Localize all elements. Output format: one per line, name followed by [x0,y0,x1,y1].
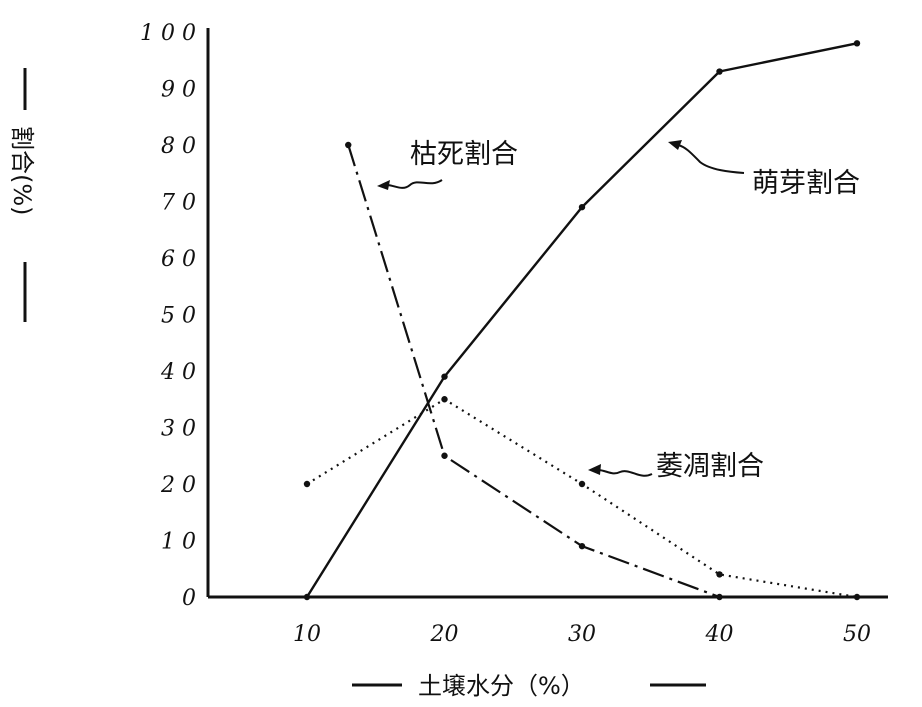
label-dieback: 枯死割合 [410,139,518,170]
label-germination: 萌芽割合 [752,168,860,199]
x-tick-label: 50 [843,622,871,647]
series-line-1 [347,144,720,599]
callout-arrow-wilting [597,469,653,477]
x-tick-label: 30 [568,622,596,647]
series-lines [303,40,861,601]
x-tick-label: 40 [705,622,734,647]
x-tick-labels: 10 20 30 40 50 [293,622,871,647]
y-tick-label: 4 0 [160,360,196,385]
y-tick-label: 7 0 [161,191,196,216]
data-point [578,542,586,550]
data-point [853,593,861,601]
callout-arrow-germination [677,144,745,174]
data-point [303,593,311,601]
y-tick-label: 1 0 [161,530,196,555]
label-wilting: 萎凋割合 [656,451,764,482]
callout-arrow-wilting-head [588,464,601,475]
y-tick-label: 3 0 [161,417,196,442]
callout-arrow-dieback [387,179,443,189]
data-point [578,480,586,488]
callout-arrow-dieback-head [377,180,390,190]
x-tick-label: 10 [293,622,321,647]
x-axis-title: 土壌水分（%） [418,672,585,700]
data-point [441,452,448,459]
data-point [345,141,352,149]
y-tick-label: 1 0 0 [140,21,196,46]
data-point [716,571,723,578]
data-point [441,396,448,403]
data-point [716,68,723,75]
data-point [441,373,448,380]
y-tick-label: 5 0 [161,304,196,329]
y-tick-label: 2 0 [160,473,196,498]
series-line-0 [305,42,858,598]
y-tick-label: 6 0 [161,247,196,272]
y-tick-label: 0 [182,586,196,611]
y-tick-label: 9 0 [161,78,196,103]
data-point [578,203,586,211]
y-axis-title: 割合(%) [8,126,36,216]
callout-arrow-germination-head [668,140,682,150]
y-tick-labels: 0 1 0 2 0 3 0 4 0 5 0 6 0 7 0 8 0 9 0 1 0 0 [140,21,196,611]
data-point [303,480,311,488]
x-tick-label: 20 [430,622,459,647]
series-line-2 [306,398,858,599]
data-point [853,40,861,47]
data-point [716,593,723,601]
y-tick-label: 8 0 [161,134,196,159]
